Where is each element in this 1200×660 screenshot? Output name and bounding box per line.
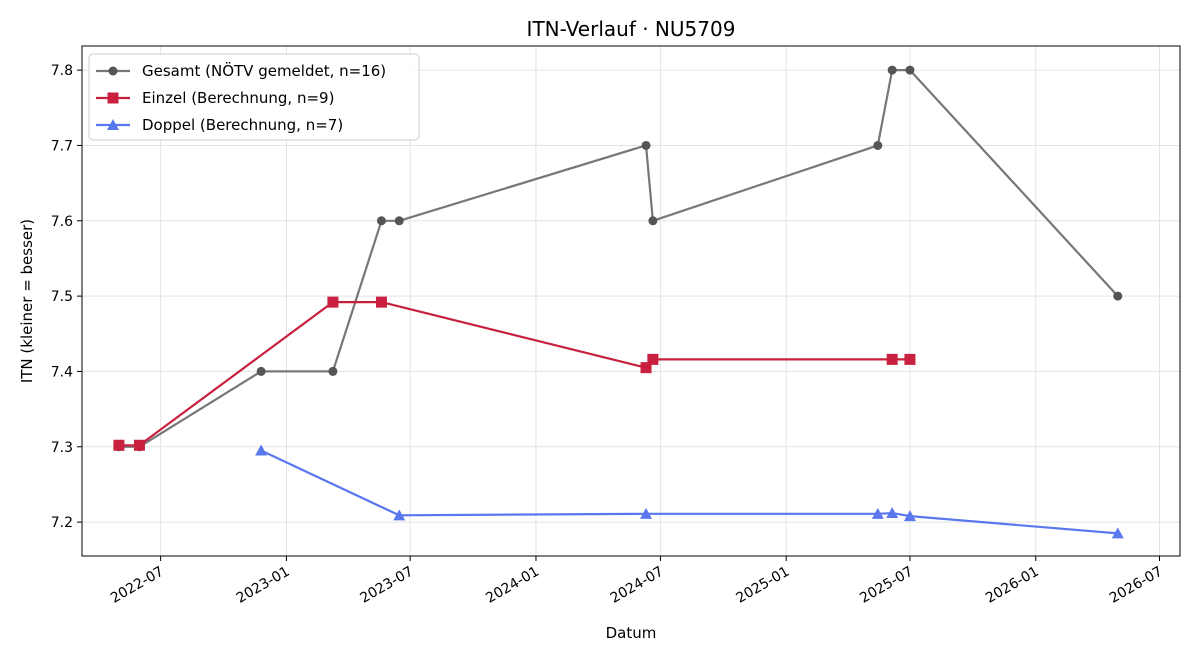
y-tick-label: 7.3 [51,440,73,456]
series-gesamt-point [328,366,338,376]
x-axis-title: Datum [606,624,657,642]
series-gesamt-point [648,216,658,226]
series-einzel-line [117,301,912,447]
x-tick-label: 2023-01 [234,564,293,607]
legend-item-gesamt: Gesamt (NÖTV gemeldet, n=16) [96,61,386,80]
legend-swatch-marker [107,119,119,130]
series-doppel-line [260,449,1119,535]
y-axis-ticks: 7.2 7.3 7.4 7.5 7.6 7.7 7.8 [51,63,82,531]
legend-label: Gesamt (NÖTV gemeldet, n=16) [142,61,386,80]
legend-label: Einzel (Berechnung, n=9) [142,89,334,107]
series-einzel-point [113,439,125,451]
series-doppel-point [1111,527,1124,539]
y-tick-label: 7.6 [51,214,73,230]
series-einzel-point [640,362,652,374]
series-gesamt-point [641,140,651,150]
series-doppel-point [255,444,268,456]
series-doppel-point [903,510,916,522]
series-doppel-point [640,507,653,519]
series-gesamt-point [873,140,883,150]
series-gesamt-point [394,216,404,226]
x-tick-label: 2024-01 [483,564,542,607]
series-einzel-point [327,296,339,308]
series-einzel-point [375,296,387,308]
y-tick-label: 7.2 [51,515,73,531]
series-einzel-point [904,353,916,365]
x-axis-ticks: 2022-07 2023-01 2023-07 2024-01 2024-07 2025-… [108,556,1166,607]
legend: Gesamt (NÖTV gemeldet, n=16) Einzel (Bere… [88,53,420,141]
y-tick-label: 7.5 [51,289,73,305]
series-gesamt-point [376,216,386,226]
series-doppel-point [393,509,406,521]
series-layer [113,65,1124,539]
y-tick-label: 7.8 [51,63,73,79]
x-tick-label: 2024-07 [608,564,667,607]
series-einzel-point [886,353,898,365]
y-tick-label: 7.4 [51,364,73,380]
y-tick-label: 7.7 [51,138,73,154]
series-gesamt-point [256,366,266,376]
legend-box [88,53,420,141]
series-doppel-point [886,507,899,519]
x-tick-label: 2026-01 [983,564,1042,607]
x-tick-label: 2025-01 [734,564,793,607]
series-einzel [113,296,916,451]
legend-swatch-marker [107,92,119,104]
legend-item-einzel: Einzel (Berechnung, n=9) [96,89,334,107]
series-gesamt-point [887,65,897,75]
series-gesamt-point [905,65,915,75]
x-tick-label: 2025-07 [857,564,916,607]
x-tick-label: 2026-07 [1107,564,1166,607]
x-tick-label: 2022-07 [108,564,167,607]
chart-title: ITN-Verlauf · NU5709 [527,17,736,41]
legend-item-doppel: Doppel (Berechnung, n=7) [96,116,343,134]
series-doppel-point [871,507,884,519]
plot-frame [81,45,1181,557]
legend-swatch-marker [108,66,118,76]
series-gesamt-point [1113,291,1123,301]
legend-label: Doppel (Berechnung, n=7) [142,116,343,134]
series-doppel [255,444,1124,539]
x-tick-label: 2023-07 [358,564,417,607]
series-einzel-point [133,439,145,451]
y-axis-title: ITN (kleiner = besser) [18,219,36,383]
series-einzel-point [647,353,659,365]
